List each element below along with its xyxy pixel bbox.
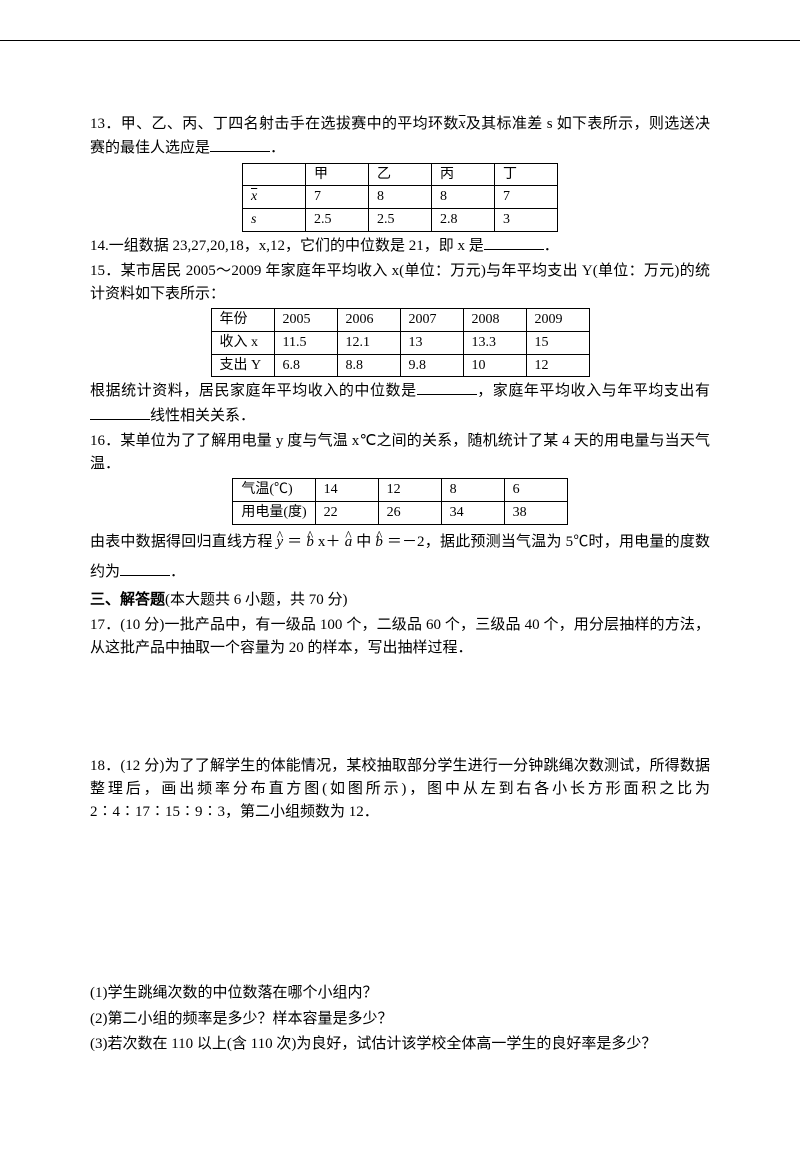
cell: 用电量(度) xyxy=(233,502,315,525)
q16-table-wrap: 气温(℃) 14 12 8 6 用电量(度) 22 26 34 38 xyxy=(90,478,710,524)
table-row: 收入 x 11.5 12.1 13 13.3 15 xyxy=(211,332,589,355)
cell: 12 xyxy=(526,354,589,377)
cell: 38 xyxy=(504,502,567,525)
cell xyxy=(243,163,306,186)
cell: 2.5 xyxy=(306,208,369,231)
cell: 2.8 xyxy=(432,208,495,231)
cell: 7 xyxy=(495,186,558,209)
q16-p2c: x＋ xyxy=(318,534,341,550)
cell: 2009 xyxy=(526,309,589,332)
q16-text2: 由表中数据得回归直线方程 y ＝ b x＋ a 中 b ＝－2，据此预测当气温为… xyxy=(90,527,710,587)
q16-p2b: ＝ xyxy=(287,534,302,550)
cell: 7 xyxy=(306,186,369,209)
cell: 13.3 xyxy=(463,332,526,355)
cell: 12.1 xyxy=(337,332,400,355)
cell: 2006 xyxy=(337,309,400,332)
cell: 8 xyxy=(441,479,504,502)
cell: 8.8 xyxy=(337,354,400,377)
table-row: x 7 8 8 7 xyxy=(243,186,558,209)
cell: 2005 xyxy=(274,309,337,332)
cell: 年份 xyxy=(211,309,274,332)
table-row: 甲 乙 丙 丁 xyxy=(243,163,558,186)
cell: 甲 xyxy=(306,163,369,186)
q16-p2d: 中 xyxy=(356,534,371,550)
section3-title: 三、解答题(本大题共 6 小题，共 70 分) xyxy=(90,589,710,612)
q18-sub2: (2)第二小组的频率是多少？样本容量是多少？ xyxy=(90,1008,710,1031)
q16-p2f: ． xyxy=(170,564,185,580)
table-row: s 2.5 2.5 2.8 3 xyxy=(243,208,558,231)
spacer xyxy=(90,663,710,753)
q13-text: 13．甲、乙、丙、丁四名射击手在选拔赛中的平均环数x及其标准差 s 如下表所示，… xyxy=(90,113,710,161)
q16-p2a: 由表中数据得回归直线方程 xyxy=(90,534,273,550)
cell: 2.5 xyxy=(369,208,432,231)
table-row: 年份 2005 2006 2007 2008 2009 xyxy=(211,309,589,332)
q15-p4: 线性相关关系． xyxy=(150,408,255,424)
cell: 14 xyxy=(315,479,378,502)
ahat-icon: a xyxy=(345,534,353,550)
cell: 10 xyxy=(463,354,526,377)
cell: 乙 xyxy=(369,163,432,186)
q15-text1: 15．某市居民 2005～2009 年家庭年平均收入 x(单位：万元)与年平均支… xyxy=(90,260,710,307)
bottom-spacer xyxy=(90,1058,710,1098)
cell: 6.8 xyxy=(274,354,337,377)
q16-table: 气温(℃) 14 12 8 6 用电量(度) 22 26 34 38 xyxy=(232,478,567,524)
q14-part1: 14.一组数据 23,27,20,18，x,12，它们的中位数是 21，即 x … xyxy=(90,238,484,254)
histogram-svg xyxy=(90,830,370,980)
cell: 22 xyxy=(315,502,378,525)
q15-p3: ，家庭年平均收入与年平均支出有 xyxy=(477,383,710,399)
q13-table: 甲 乙 丙 丁 x 7 8 8 7 s 2.5 2.5 2.8 3 xyxy=(242,163,558,232)
cell: 支出 Y xyxy=(211,354,274,377)
q15-table: 年份 2005 2006 2007 2008 2009 收入 x 11.5 12… xyxy=(211,308,590,377)
q13-part1: 13．甲、乙、丙、丁四名射击手在选拔赛中的平均环数 xyxy=(90,116,459,132)
cell: 2008 xyxy=(463,309,526,332)
q18-text1: 18．(12 分)为了了解学生的体能情况，某校抽取部分学生进行一分钟跳绳次数测试… xyxy=(90,755,710,825)
cell: 11.5 xyxy=(274,332,337,355)
section3-sub: (本大题共 6 小题，共 70 分) xyxy=(165,592,348,608)
q13-blank xyxy=(210,136,270,152)
cell: 34 xyxy=(441,502,504,525)
q18-histogram xyxy=(90,830,370,980)
q15-text2: 根据统计资料，居民家庭年平均收入的中位数是 ，家庭年平均收入与年平均支出有线性相关… xyxy=(90,379,710,428)
yhat-icon: y xyxy=(277,534,284,550)
cell: 气温(℃) xyxy=(233,479,315,502)
table-row: 用电量(度) 22 26 34 38 xyxy=(233,502,567,525)
q15-table-wrap: 年份 2005 2006 2007 2008 2009 收入 x 11.5 12… xyxy=(90,308,710,377)
cell: 3 xyxy=(495,208,558,231)
cell: 收入 x xyxy=(211,332,274,355)
cell: 9.8 xyxy=(400,354,463,377)
cell: s xyxy=(243,208,306,231)
q14-part2: ． xyxy=(544,238,559,254)
table-row: 气温(℃) 14 12 8 6 xyxy=(233,479,567,502)
q16-text1: 16．某单位为了了解用电量 y 度与气温 x℃之间的关系，随机统计了某 4 天的… xyxy=(90,430,710,477)
cell: 15 xyxy=(526,332,589,355)
page-content: 13．甲、乙、丙、丁四名射击手在选拔赛中的平均环数x及其标准差 s 如下表所示，… xyxy=(0,40,800,1158)
q15-blank1 xyxy=(417,379,477,395)
cell: 12 xyxy=(378,479,441,502)
q15-blank2 xyxy=(90,404,150,420)
q14-text: 14.一组数据 23,27,20,18，x,12，它们的中位数是 21，即 x … xyxy=(90,234,710,258)
cell: 丙 xyxy=(432,163,495,186)
cell: 8 xyxy=(369,186,432,209)
cell: 8 xyxy=(432,186,495,209)
cell: 丁 xyxy=(495,163,558,186)
table-row: 支出 Y 6.8 8.8 9.8 10 12 xyxy=(211,354,589,377)
q17-text: 17．(10 分)一批产品中，有一级品 100 个，二级品 60 个，三级品 4… xyxy=(90,614,710,661)
bhat-icon: b xyxy=(306,534,314,550)
q15-p2: 根据统计资料，居民家庭年平均收入的中位数是 xyxy=(90,383,417,399)
section3-head: 三、解答题 xyxy=(90,592,165,608)
q18-sub1: (1)学生跳绳次数的中位数落在哪个小组内？ xyxy=(90,982,710,1005)
bhat2-icon: b xyxy=(375,534,383,550)
q14-blank xyxy=(484,234,544,250)
cell: 13 xyxy=(400,332,463,355)
cell: x xyxy=(243,186,306,209)
q16-blank xyxy=(120,560,170,576)
q13-table-wrap: 甲 乙 丙 丁 x 7 8 8 7 s 2.5 2.5 2.8 3 xyxy=(90,163,710,232)
q18-sub3: (3)若次数在 110 以上(含 110 次)为良好，试估计该学校全体高一学生的… xyxy=(90,1033,710,1056)
cell: 2007 xyxy=(400,309,463,332)
cell: 26 xyxy=(378,502,441,525)
cell: 6 xyxy=(504,479,567,502)
